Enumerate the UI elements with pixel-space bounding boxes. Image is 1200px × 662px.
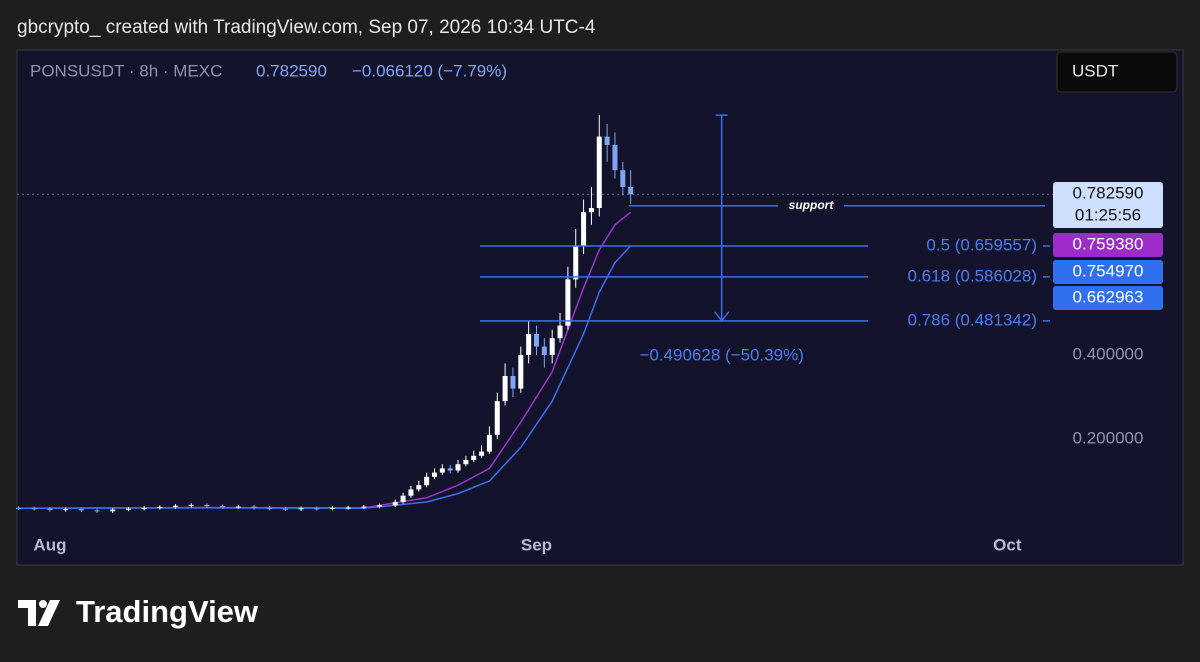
x-tick-label: Oct — [993, 535, 1022, 554]
credit: gbcrypto_ created with TradingView.com, … — [17, 17, 596, 38]
candle-body — [235, 506, 241, 508]
price-tag — [1053, 286, 1163, 310]
fib-label: 0.5 (0.659557) — [926, 235, 1037, 254]
brand-logo — [18, 600, 60, 626]
candle-body — [416, 485, 422, 490]
candle-body — [188, 504, 194, 506]
y-tick-label: 0.200000 — [1073, 428, 1144, 447]
candle-body — [63, 509, 69, 511]
candle-body — [141, 507, 147, 509]
candle-body — [125, 508, 131, 510]
candle-body — [314, 508, 320, 510]
y-tick-label: 0.400000 — [1073, 344, 1144, 363]
currency-button[interactable] — [1056, 51, 1178, 93]
candle-body — [604, 136, 610, 145]
x-tick-label: Aug — [33, 535, 66, 554]
support-label-bg — [778, 197, 844, 214]
candle-body — [455, 464, 461, 471]
candle-body — [110, 509, 116, 512]
candle-body — [596, 136, 602, 208]
measure-arrowhead — [714, 311, 730, 323]
candle-body — [94, 510, 100, 512]
candle-body — [31, 508, 37, 510]
price-tag-countdown: 01:25:56 — [1075, 205, 1141, 224]
moving-average — [18, 245, 632, 510]
candle-body — [541, 346, 547, 355]
candle-body — [220, 506, 226, 508]
measure-label: −0.490628 (−50.39%) — [639, 345, 803, 364]
candle-body — [533, 334, 539, 347]
candle-body — [392, 502, 398, 506]
candle-body — [345, 507, 351, 509]
price-tag-label: 0.662963 — [1073, 287, 1144, 306]
chart-panel — [16, 49, 1184, 566]
candle-body — [16, 507, 22, 509]
candle-body — [329, 507, 335, 509]
candle-body — [557, 325, 563, 339]
candle-body — [549, 338, 555, 355]
candle-body — [620, 170, 626, 187]
candle-body — [361, 506, 367, 508]
candle-body — [78, 509, 84, 511]
legend-price: 0.782590 — [256, 61, 327, 80]
candle-body — [573, 245, 579, 280]
legend-symbol: PONSUSDT · 8h · MEXC — [30, 61, 222, 80]
candle-body — [612, 145, 618, 171]
candle-body — [298, 508, 304, 510]
candle-body — [581, 212, 587, 246]
candle-body — [526, 334, 532, 355]
candle-body — [471, 455, 477, 460]
candle-body — [518, 355, 524, 389]
candle-body — [439, 468, 445, 473]
candle-body — [400, 495, 406, 502]
candle-body — [628, 187, 634, 195]
candle-body — [157, 507, 163, 509]
candle-body — [588, 208, 594, 213]
candle-body — [494, 401, 500, 435]
x-tick-label: Sep — [521, 535, 552, 554]
candle-body — [565, 279, 571, 326]
fib-label: 0.618 (0.586028) — [908, 266, 1038, 285]
candle-body — [502, 376, 508, 402]
candle-body — [267, 507, 273, 509]
candle-body — [431, 472, 437, 477]
candle-body — [408, 489, 414, 496]
support-label: support — [789, 198, 835, 212]
price-tag — [1053, 182, 1163, 228]
price-tag-label: 0.754970 — [1073, 261, 1144, 280]
price-tag-label: 0.782590 — [1073, 183, 1144, 202]
brand-name: TradingView — [76, 594, 259, 629]
candle-body — [282, 508, 288, 510]
candle-body — [510, 376, 516, 389]
candle-body — [204, 504, 210, 507]
price-tag-label: 0.759380 — [1073, 234, 1144, 253]
plot: 0.200000 0.400000 Aug Sep Oct support 0.5 (0.6… — [16, 114, 1163, 554]
price-tag — [1053, 233, 1163, 257]
price-tag — [1053, 260, 1163, 284]
candle-body — [486, 434, 492, 452]
candle-body — [479, 451, 485, 456]
candle-body — [173, 505, 179, 508]
candle-body — [424, 476, 430, 486]
candle-body — [251, 506, 257, 508]
legend-change: −0.066120 (−7.79%) — [352, 61, 507, 80]
candle-body — [377, 505, 383, 507]
candle-body — [463, 460, 469, 465]
fib-label: 0.786 (0.481342) — [908, 310, 1038, 329]
candle-body — [447, 468, 453, 471]
currency-label[interactable]: USDT — [1072, 61, 1118, 80]
candle-body — [47, 508, 53, 510]
